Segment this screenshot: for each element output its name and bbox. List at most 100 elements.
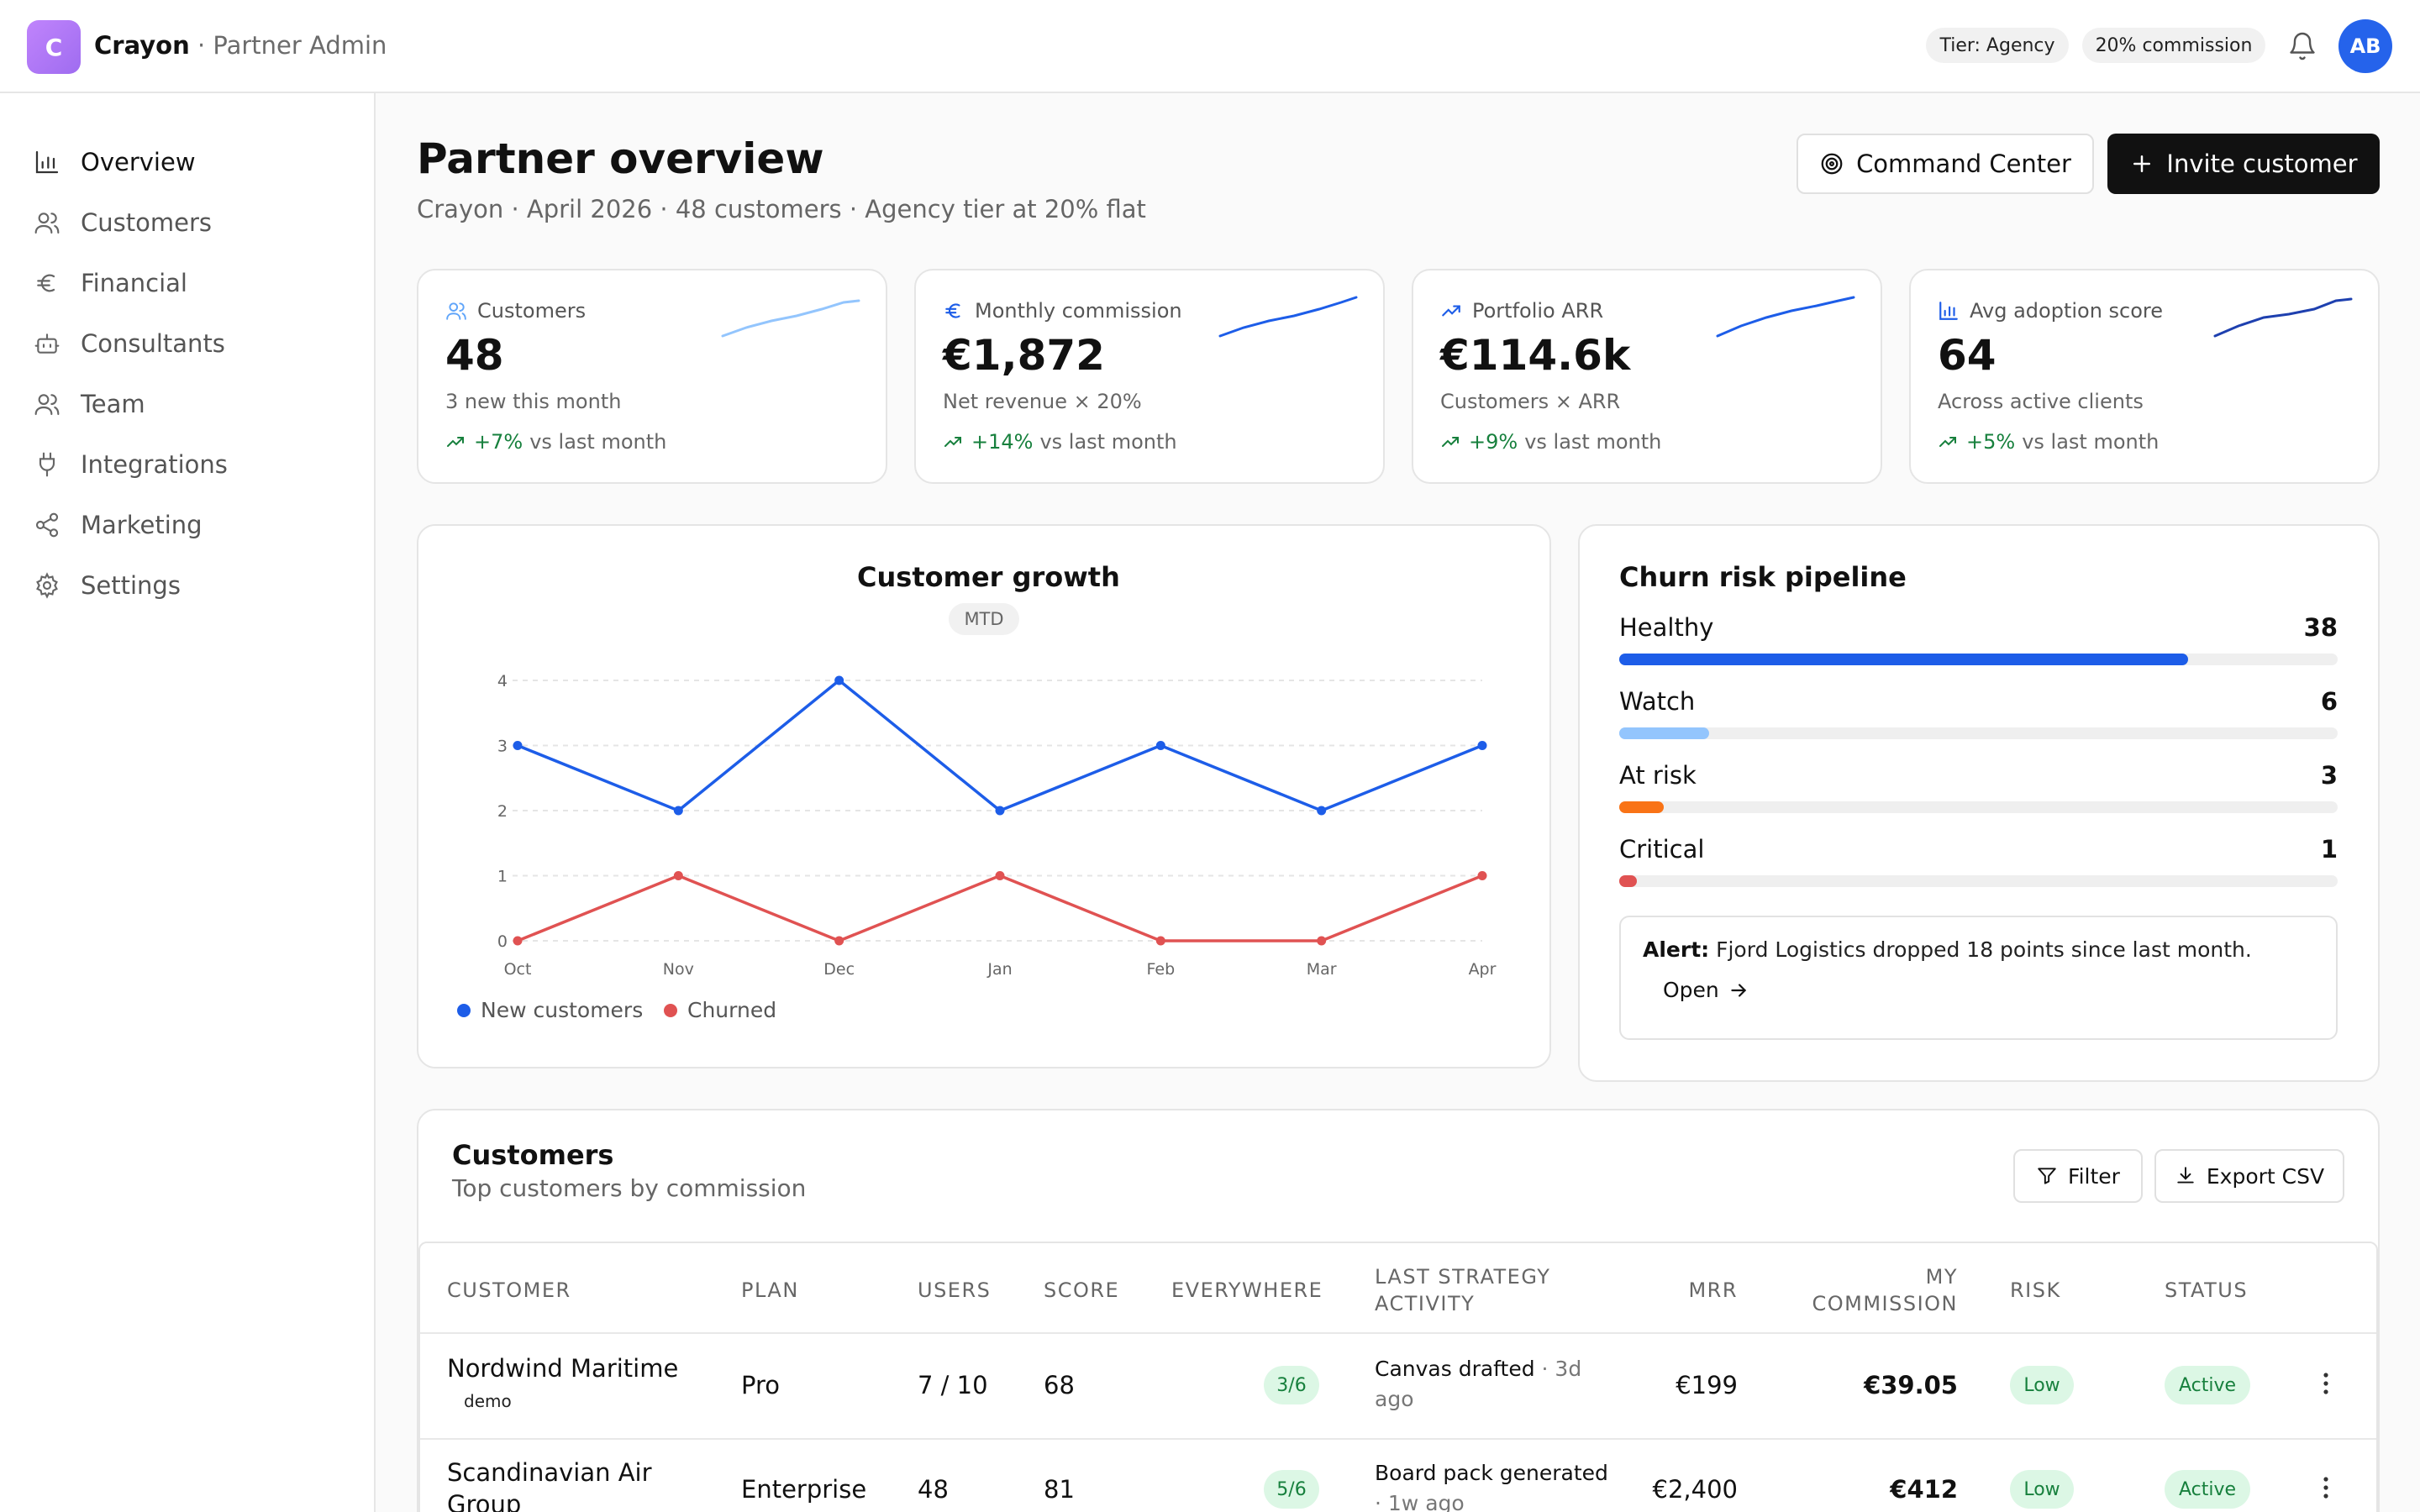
filter-icon bbox=[2038, 1168, 2056, 1184]
col-header-risk[interactable]: RISK bbox=[2010, 1278, 2061, 1302]
plan-cell: Pro bbox=[741, 1371, 781, 1399]
customers-table: CUSTOMER PLAN USERS SCORE EVERYWHERE LAS… bbox=[418, 1242, 2378, 1512]
kpi-label-text: Avg adoption score bbox=[1970, 299, 2164, 323]
download-icon bbox=[2177, 1167, 2194, 1184]
users-cell: 48 bbox=[918, 1475, 949, 1504]
data-point-churned bbox=[673, 871, 683, 880]
everywhere-badge: 3/6 bbox=[1264, 1366, 1319, 1404]
export-csv-button[interactable]: Export CSV bbox=[2154, 1149, 2344, 1203]
kpi-value: 64 bbox=[1938, 331, 1996, 380]
kpi-delta: +5% vs last month bbox=[1938, 430, 2159, 454]
customer-name[interactable]: Nordwind Maritime bbox=[447, 1354, 679, 1383]
kpi-card-arr[interactable]: Portfolio ARR €114.6k Customers × ARR +9… bbox=[1412, 269, 1882, 484]
kpi-value: €1,872 bbox=[943, 331, 1105, 380]
col-header-everywhere[interactable]: EVERYWHERE bbox=[1171, 1278, 1323, 1302]
activity-cell: Board pack generated · 1w ago bbox=[1375, 1458, 1618, 1512]
filter-label: Filter bbox=[2068, 1163, 2120, 1189]
sidebar-item-consultants[interactable]: Consultants bbox=[34, 323, 225, 364]
kpi-label-text: Customers bbox=[477, 299, 587, 323]
sidebar-item-marketing[interactable]: Marketing bbox=[34, 505, 203, 545]
data-point-churned bbox=[1317, 936, 1327, 946]
col-header-last-strategy-activity[interactable]: LAST STRATEGY ACTIVITY bbox=[1375, 1265, 1551, 1315]
col-header-users[interactable]: USERS bbox=[918, 1278, 992, 1302]
kpi-card-adoption[interactable]: Avg adoption score 64 Across active clie… bbox=[1909, 269, 2380, 484]
sidebar-item-team[interactable]: Team bbox=[34, 384, 145, 424]
kpi-card-commission[interactable]: Monthly commission €1,872 Net revenue × … bbox=[914, 269, 1385, 484]
tier-pill: Tier: Agency bbox=[1926, 28, 2069, 63]
col-header-status[interactable]: STATUS bbox=[2165, 1278, 2249, 1302]
legend-new-customers[interactable]: New customers bbox=[457, 998, 643, 1022]
data-point-new-customers bbox=[513, 741, 523, 750]
y-tick-label: 4 bbox=[497, 672, 508, 690]
y-tick-label: 1 bbox=[497, 868, 508, 886]
sidebar-item-settings[interactable]: Settings bbox=[34, 565, 181, 606]
activity-text: Board pack generated bbox=[1375, 1461, 1608, 1485]
export-csv-label: Export CSV bbox=[2206, 1163, 2325, 1189]
users-icon bbox=[446, 302, 466, 320]
mrr-cell: €199 bbox=[1676, 1371, 1738, 1399]
y-tick-label: 3 bbox=[497, 738, 508, 756]
invite-customer-button[interactable]: Invite customer bbox=[2107, 134, 2380, 194]
more-vertical-icon[interactable] bbox=[2323, 1371, 2329, 1396]
brand: Crayon · Partner Admin bbox=[94, 29, 387, 62]
sidebar-item-label: Team bbox=[81, 390, 145, 418]
col-header-customer[interactable]: CUSTOMER bbox=[447, 1278, 571, 1302]
sidebar-item-label: Settings bbox=[81, 571, 181, 600]
churn-bar-at-risk bbox=[1619, 801, 2338, 813]
kpi-delta: +9% vs last month bbox=[1440, 430, 1661, 454]
alert-message: Alert: Fjord Logistics dropped 18 points… bbox=[1643, 937, 2252, 962]
mtd-badge[interactable]: MTD bbox=[949, 603, 1019, 635]
status-badge: Active bbox=[2165, 1366, 2250, 1404]
legend-churned[interactable]: Churned bbox=[664, 998, 776, 1022]
x-tick-label: Feb bbox=[1147, 960, 1176, 979]
kpi-description: Across active clients bbox=[1938, 390, 2144, 413]
kpi-description: Net revenue × 20% bbox=[943, 390, 1142, 413]
kpi-description: Customers × ARR bbox=[1440, 390, 1621, 413]
col-header-plan[interactable]: PLAN bbox=[741, 1278, 799, 1302]
risk-badge: Low bbox=[2010, 1366, 2074, 1404]
bell-icon[interactable] bbox=[2287, 31, 2317, 61]
kpi-value: €114.6k bbox=[1440, 331, 1631, 380]
data-point-new-customers bbox=[1155, 741, 1165, 750]
command-center-button[interactable]: Command Center bbox=[1797, 134, 2094, 194]
col-header-score[interactable]: SCORE bbox=[1044, 1278, 1120, 1302]
euro-icon bbox=[37, 274, 55, 292]
bar-chart-icon bbox=[1939, 302, 1958, 320]
data-point-churned bbox=[513, 936, 523, 946]
kpi-delta: +14% vs last month bbox=[943, 430, 1177, 454]
data-point-new-customers bbox=[673, 806, 683, 816]
commission-cell: €39.05 bbox=[1864, 1371, 1958, 1399]
kpi-card-customers[interactable]: Customers 48 3 new this month +7% vs las… bbox=[417, 269, 887, 484]
sidebar-item-overview[interactable]: Overview bbox=[34, 142, 196, 182]
sparkline bbox=[721, 299, 860, 338]
customer-name[interactable]: Scandinavian Air Group bbox=[447, 1458, 652, 1512]
churn-label-healthy: Healthy bbox=[1619, 613, 1714, 642]
legend-label: Churned bbox=[687, 998, 777, 1022]
data-point-new-customers bbox=[834, 675, 844, 685]
sidebar-item-customers[interactable]: Customers bbox=[34, 202, 212, 243]
data-point-new-customers bbox=[1317, 806, 1327, 816]
more-vertical-icon[interactable] bbox=[2323, 1475, 2329, 1500]
data-point-churned bbox=[834, 936, 844, 946]
target-icon bbox=[1821, 153, 1843, 175]
churn-fill bbox=[1619, 727, 1709, 739]
sidebar-item-financial[interactable]: Financial bbox=[34, 263, 187, 303]
kpi-delta-value: +5% bbox=[1966, 430, 2016, 454]
col-header-my-commission[interactable]: MY COMMISSION bbox=[1812, 1265, 1958, 1315]
filter-button[interactable]: Filter bbox=[2013, 1149, 2143, 1203]
status-badge: Active bbox=[2165, 1470, 2250, 1509]
gear-icon bbox=[36, 572, 58, 599]
x-tick-label: Oct bbox=[504, 960, 532, 979]
bar-chart-icon bbox=[35, 150, 59, 174]
alert-open-label: Open bbox=[1663, 978, 1719, 1002]
kpi-label-text: Portfolio ARR bbox=[1472, 299, 1604, 323]
sidebar-item-integrations[interactable]: Integrations bbox=[34, 444, 228, 485]
col-header-mrr[interactable]: MRR bbox=[1688, 1278, 1738, 1302]
avatar[interactable]: AB bbox=[2338, 19, 2392, 73]
alert-open-link[interactable]: Open bbox=[1663, 978, 1749, 1002]
alert-label: Alert: bbox=[1643, 937, 1710, 962]
kpi-delta-value: +14% bbox=[971, 430, 1034, 454]
robot-icon bbox=[34, 333, 60, 354]
app-logo[interactable]: C bbox=[27, 20, 81, 74]
churn-fill bbox=[1619, 801, 1665, 813]
